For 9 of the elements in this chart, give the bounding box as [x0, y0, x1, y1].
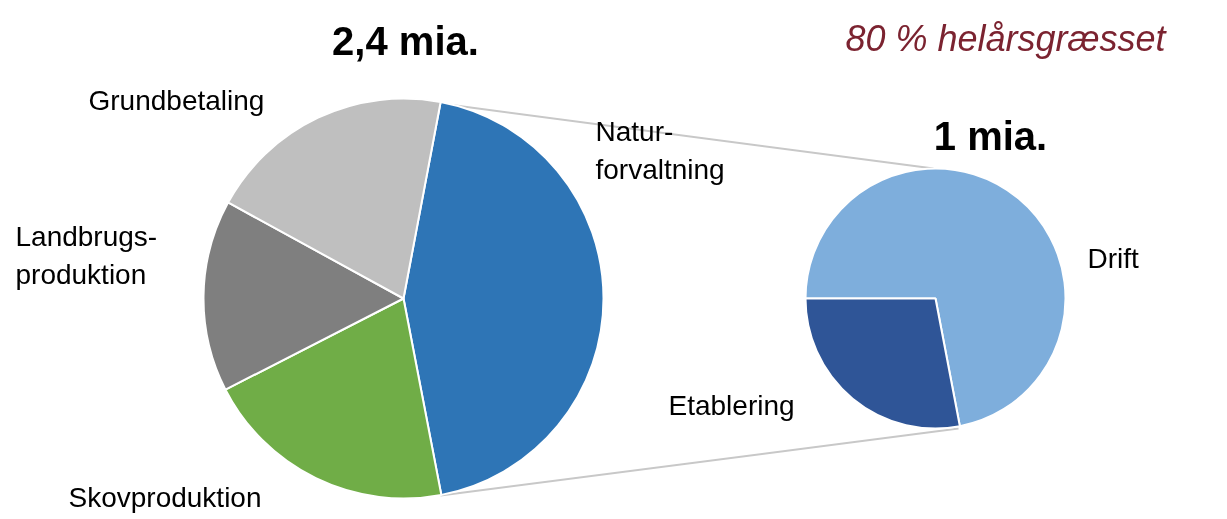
slice-label: Natur- forvaltning [595, 116, 725, 185]
chart-title: 2,4 mia. [332, 18, 479, 63]
chart-subtitle: 80 % helårsgræsset [845, 18, 1168, 59]
slice-label: Skovproduktion [68, 482, 262, 513]
slice-label: Grundbetaling [88, 85, 265, 116]
slice-label: Etablering [668, 390, 795, 421]
slice-label: Landbrugs- produktion [15, 221, 158, 290]
slice-label: Drift [1087, 243, 1140, 274]
chart-title: 1 mia. [933, 113, 1048, 158]
